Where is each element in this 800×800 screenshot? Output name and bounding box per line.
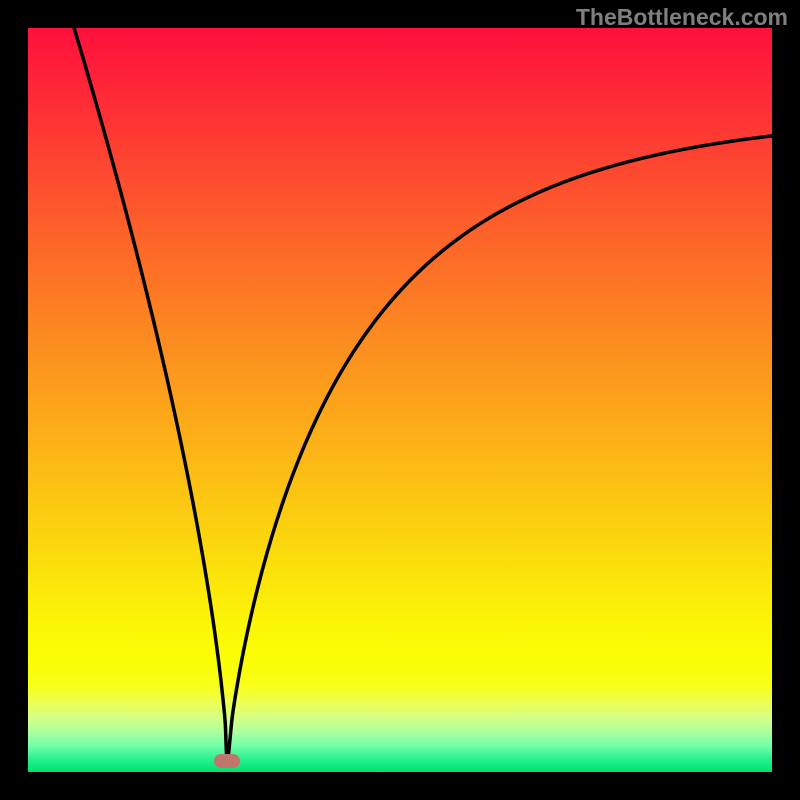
dip-marker — [214, 754, 240, 768]
plot-area — [28, 28, 772, 772]
watermark-text: TheBottleneck.com — [576, 4, 788, 31]
chart-container: TheBottleneck.com — [0, 0, 800, 800]
bottleneck-curve — [74, 28, 772, 760]
curve-svg — [28, 28, 772, 772]
